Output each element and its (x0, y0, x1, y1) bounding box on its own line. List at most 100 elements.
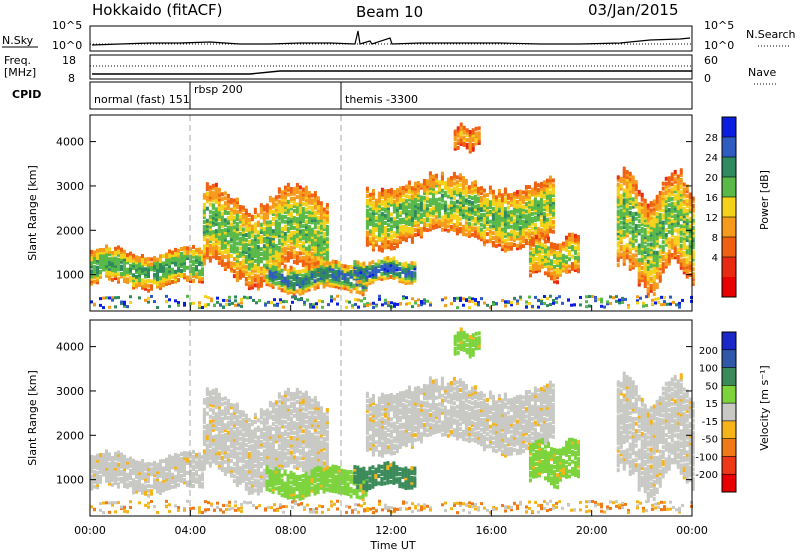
power-cell (468, 296, 471, 300)
velocity-cell (147, 483, 150, 488)
power-cell (96, 255, 99, 260)
power-cell (202, 246, 206, 251)
power-cell (417, 298, 420, 302)
power-cell (664, 257, 668, 262)
power-cell (301, 243, 305, 248)
power-cell (676, 235, 680, 240)
power-cell (286, 288, 290, 293)
power-cell (528, 268, 532, 273)
power-cell (331, 276, 335, 281)
power-cell (99, 255, 102, 260)
power-cell (202, 251, 206, 256)
velocity-cell (180, 476, 183, 481)
power-cell (365, 275, 369, 280)
power-cell (202, 249, 206, 254)
power-cell (159, 285, 162, 290)
velocity-cell (186, 470, 189, 475)
power-cell (476, 211, 480, 216)
power-cell (111, 270, 114, 275)
power-cell (652, 277, 656, 282)
power-cell (102, 257, 105, 262)
velocity-cell (114, 478, 117, 483)
power-cell (392, 219, 396, 224)
power-cell (473, 228, 477, 233)
power-cell (235, 248, 239, 253)
power-cell (380, 219, 384, 224)
power-cell (628, 254, 632, 259)
power-cell (93, 265, 96, 270)
power-cell (649, 288, 653, 293)
power-cell (205, 218, 209, 223)
power-cell (307, 282, 311, 287)
power-cell (576, 237, 580, 242)
power-cell (428, 198, 432, 203)
power-cell (488, 219, 492, 224)
power-cell (425, 218, 429, 223)
power-cell (628, 247, 632, 252)
power-cell (676, 189, 680, 194)
power-cell (537, 234, 541, 239)
power-cell (271, 248, 275, 253)
power-cell (322, 212, 326, 217)
power-cell (244, 264, 248, 269)
velocity-cell (135, 484, 138, 489)
power-cell (174, 257, 177, 262)
power-cell (470, 181, 474, 186)
velocity-cell (156, 462, 159, 467)
power-cell (202, 207, 206, 212)
power-cell (371, 191, 375, 196)
power-cell (573, 267, 577, 272)
power-cell (676, 259, 680, 264)
velocity-cell (201, 474, 204, 479)
power-cell (410, 208, 414, 213)
power-cell (542, 207, 546, 212)
power-cell (506, 244, 510, 249)
power-cell (307, 200, 311, 205)
power-cell (265, 249, 269, 254)
power-cell (159, 283, 162, 288)
power-cell (413, 215, 417, 220)
power-cell (667, 190, 671, 195)
power-cell (183, 268, 186, 273)
power-cell (144, 262, 147, 267)
power-cell (250, 270, 254, 275)
power-cell (268, 244, 272, 249)
power-cell (676, 213, 680, 218)
power-cell (217, 229, 221, 234)
power-cell (162, 271, 165, 276)
power-cell (679, 246, 683, 251)
power-cell (310, 252, 314, 257)
power-cell (377, 259, 381, 264)
power-cell (346, 282, 350, 287)
power-cell (533, 218, 537, 223)
power-cell (274, 214, 278, 219)
power-cell (661, 249, 665, 254)
power-cell (548, 207, 552, 212)
power-cell (398, 239, 402, 244)
power-cell (265, 242, 269, 247)
power-cell (93, 250, 96, 255)
power-cell (676, 186, 680, 191)
power-cell (527, 233, 531, 238)
power-cell (310, 281, 314, 286)
power-cell (422, 217, 426, 222)
power-cell (537, 258, 541, 263)
power-cell (440, 198, 444, 203)
power-cell (655, 258, 659, 263)
power-cell (446, 214, 450, 219)
power-cell (658, 278, 662, 283)
power-cell (292, 235, 296, 240)
power-cell (625, 209, 629, 214)
power-cell (422, 183, 426, 188)
power-cell (395, 212, 399, 217)
power-cell (655, 270, 659, 275)
power-cell (298, 269, 302, 274)
power-cell (416, 232, 420, 237)
power-cell (374, 218, 378, 223)
power-cell (497, 215, 501, 220)
velocity-cell (99, 467, 102, 472)
power-cell (663, 300, 666, 304)
power-cell (361, 289, 365, 294)
power-cell (132, 280, 135, 285)
power-cell (150, 284, 153, 289)
